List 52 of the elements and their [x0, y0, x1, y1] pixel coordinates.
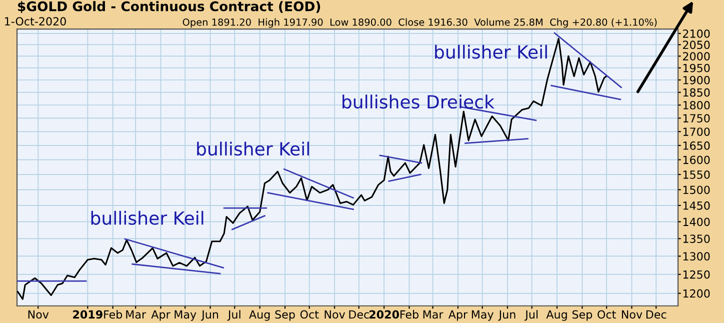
x-tick-label: 2019	[73, 310, 102, 319]
x-tick-label: Sep	[275, 310, 295, 321]
annotation: bullishes Dreieck	[342, 94, 494, 109]
x-tick-label: Oct	[598, 310, 616, 319]
y-tick-label: 1550	[683, 170, 710, 179]
y-tick-label: 1750	[683, 114, 710, 123]
x-tick-label: Apr	[448, 310, 468, 321]
y-tick-label: 1850	[683, 88, 710, 97]
y-tick-label: 1500	[683, 186, 710, 194]
x-tick-label: Dec	[646, 310, 666, 319]
x-tick-label: Feb	[104, 310, 122, 319]
y-tick-label: 1800	[683, 101, 710, 110]
y-tick-label: 1400	[683, 218, 710, 226]
annotation: bullisher Keil	[435, 44, 547, 59]
y-tick-label: 1650	[683, 141, 710, 150]
y-tick-label: 1300	[683, 252, 710, 261]
x-tick-label: Feb	[400, 310, 418, 319]
x-tick-label: Jun	[498, 310, 516, 321]
x-tick-label: Jul	[227, 310, 240, 321]
y-tick-label: 1250	[683, 270, 710, 279]
y-tick-label: 1450	[683, 201, 710, 210]
y-tick-label: 2050	[683, 40, 710, 50]
chart-subtitle: 1-Oct-2020	[5, 17, 66, 26]
y-tick-label: 2000	[683, 52, 710, 61]
x-tick-label: Mar	[423, 310, 444, 319]
x-tick-label: Nov	[324, 310, 346, 319]
annotation: bullisher Keil	[197, 142, 309, 156]
x-tick-label: Nov	[28, 310, 49, 319]
x-tick-label: 2020	[369, 310, 399, 319]
x-tick-label: Apr	[151, 310, 170, 321]
x-tick-label: Nov	[622, 310, 642, 319]
y-tick-label: 1600	[683, 156, 710, 164]
annotation: bullisher Keil	[91, 210, 204, 225]
y-tick-label: 1700	[683, 128, 710, 136]
x-tick-label: Mar	[126, 310, 146, 319]
y-tick-label: 1350	[683, 234, 710, 244]
x-tick-label: Jul	[524, 310, 538, 321]
y-tick-label: 2100	[683, 29, 710, 38]
y-tick-label: 1200	[683, 289, 710, 298]
x-tick-label: Sep	[572, 310, 592, 321]
x-tick-label: May	[472, 310, 494, 321]
x-tick-label: Aug	[546, 310, 567, 321]
chart-title: $GOLD Gold - Continuous Contract (EOD)	[18, 1, 320, 14]
y-tick-label: 1900	[683, 76, 710, 84]
y-tick-label: 1950	[683, 64, 710, 72]
text: Open 1891.20 High 1917.90 Low 1890.00 Close 1916.30 Volume 25.8M Chg +20.80 (+1.10%)	[182, 18, 657, 28]
line-series	[17, 38, 608, 300]
x-tick-label: Oct	[300, 310, 319, 319]
x-tick-label: May	[174, 310, 196, 321]
x-tick-label: Aug	[249, 310, 270, 321]
x-tick-label: Dec	[349, 310, 369, 319]
x-tick-label: Jun	[201, 310, 218, 321]
